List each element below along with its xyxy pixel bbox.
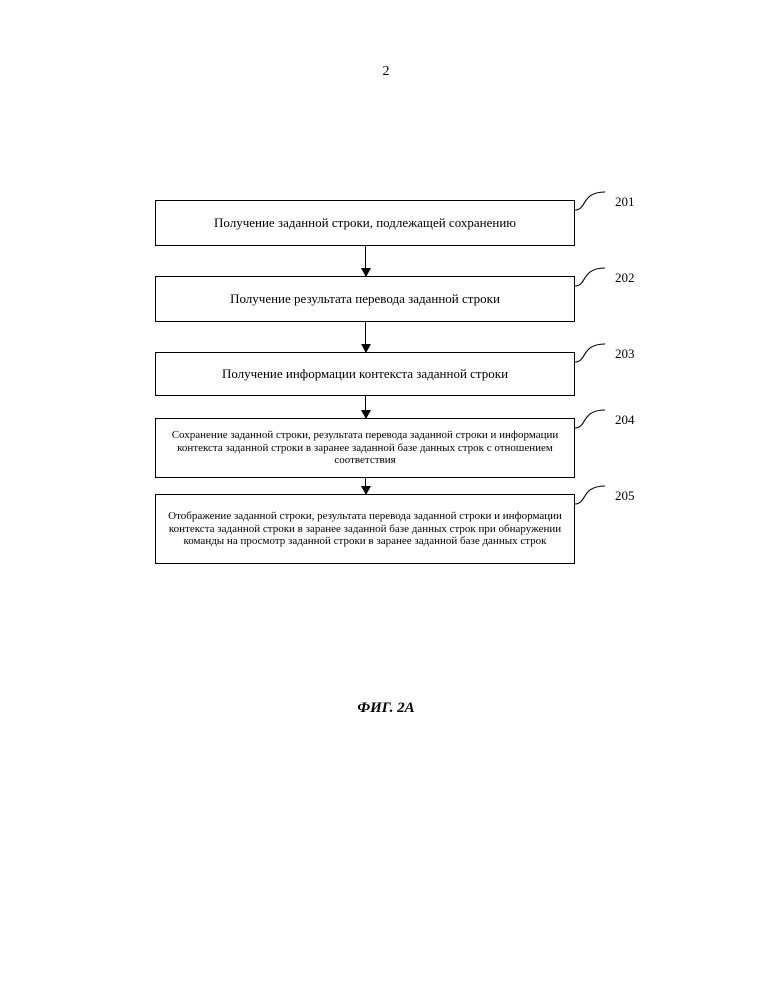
flow-node-203: Получение информации контекста заданной …: [155, 352, 575, 396]
flow-node-205: Отображение заданной строки, результата …: [155, 494, 575, 564]
arrow-204-to-205: [155, 478, 575, 494]
node-label-202: 202: [615, 270, 635, 286]
node-label-203: 203: [615, 346, 635, 362]
page: 2 Получение заданной строки, подлежащей …: [0, 0, 772, 999]
leader-202: [575, 266, 611, 290]
flow-node-202: Получение результата перевода заданной с…: [155, 276, 575, 322]
arrow-202-to-203: [155, 322, 575, 352]
node-label-204: 204: [615, 412, 635, 428]
arrow-203-to-204: [155, 396, 575, 418]
leader-203: [575, 342, 611, 366]
node-label-205: 205: [615, 488, 635, 504]
flow-node-201: Получение заданной строки, подлежащей со…: [155, 200, 575, 246]
leader-204: [575, 408, 611, 432]
flow-node-204: Сохранение заданной строки, результата п…: [155, 418, 575, 478]
page-number: 2: [0, 64, 772, 80]
leader-201: [575, 190, 611, 214]
node-label-201: 201: [615, 194, 635, 210]
figure-caption: ФИГ. 2A: [0, 700, 772, 717]
arrow-201-to-202: [155, 246, 575, 276]
leader-205: [575, 484, 611, 508]
flowchart: Получение заданной строки, подлежащей со…: [155, 200, 575, 564]
